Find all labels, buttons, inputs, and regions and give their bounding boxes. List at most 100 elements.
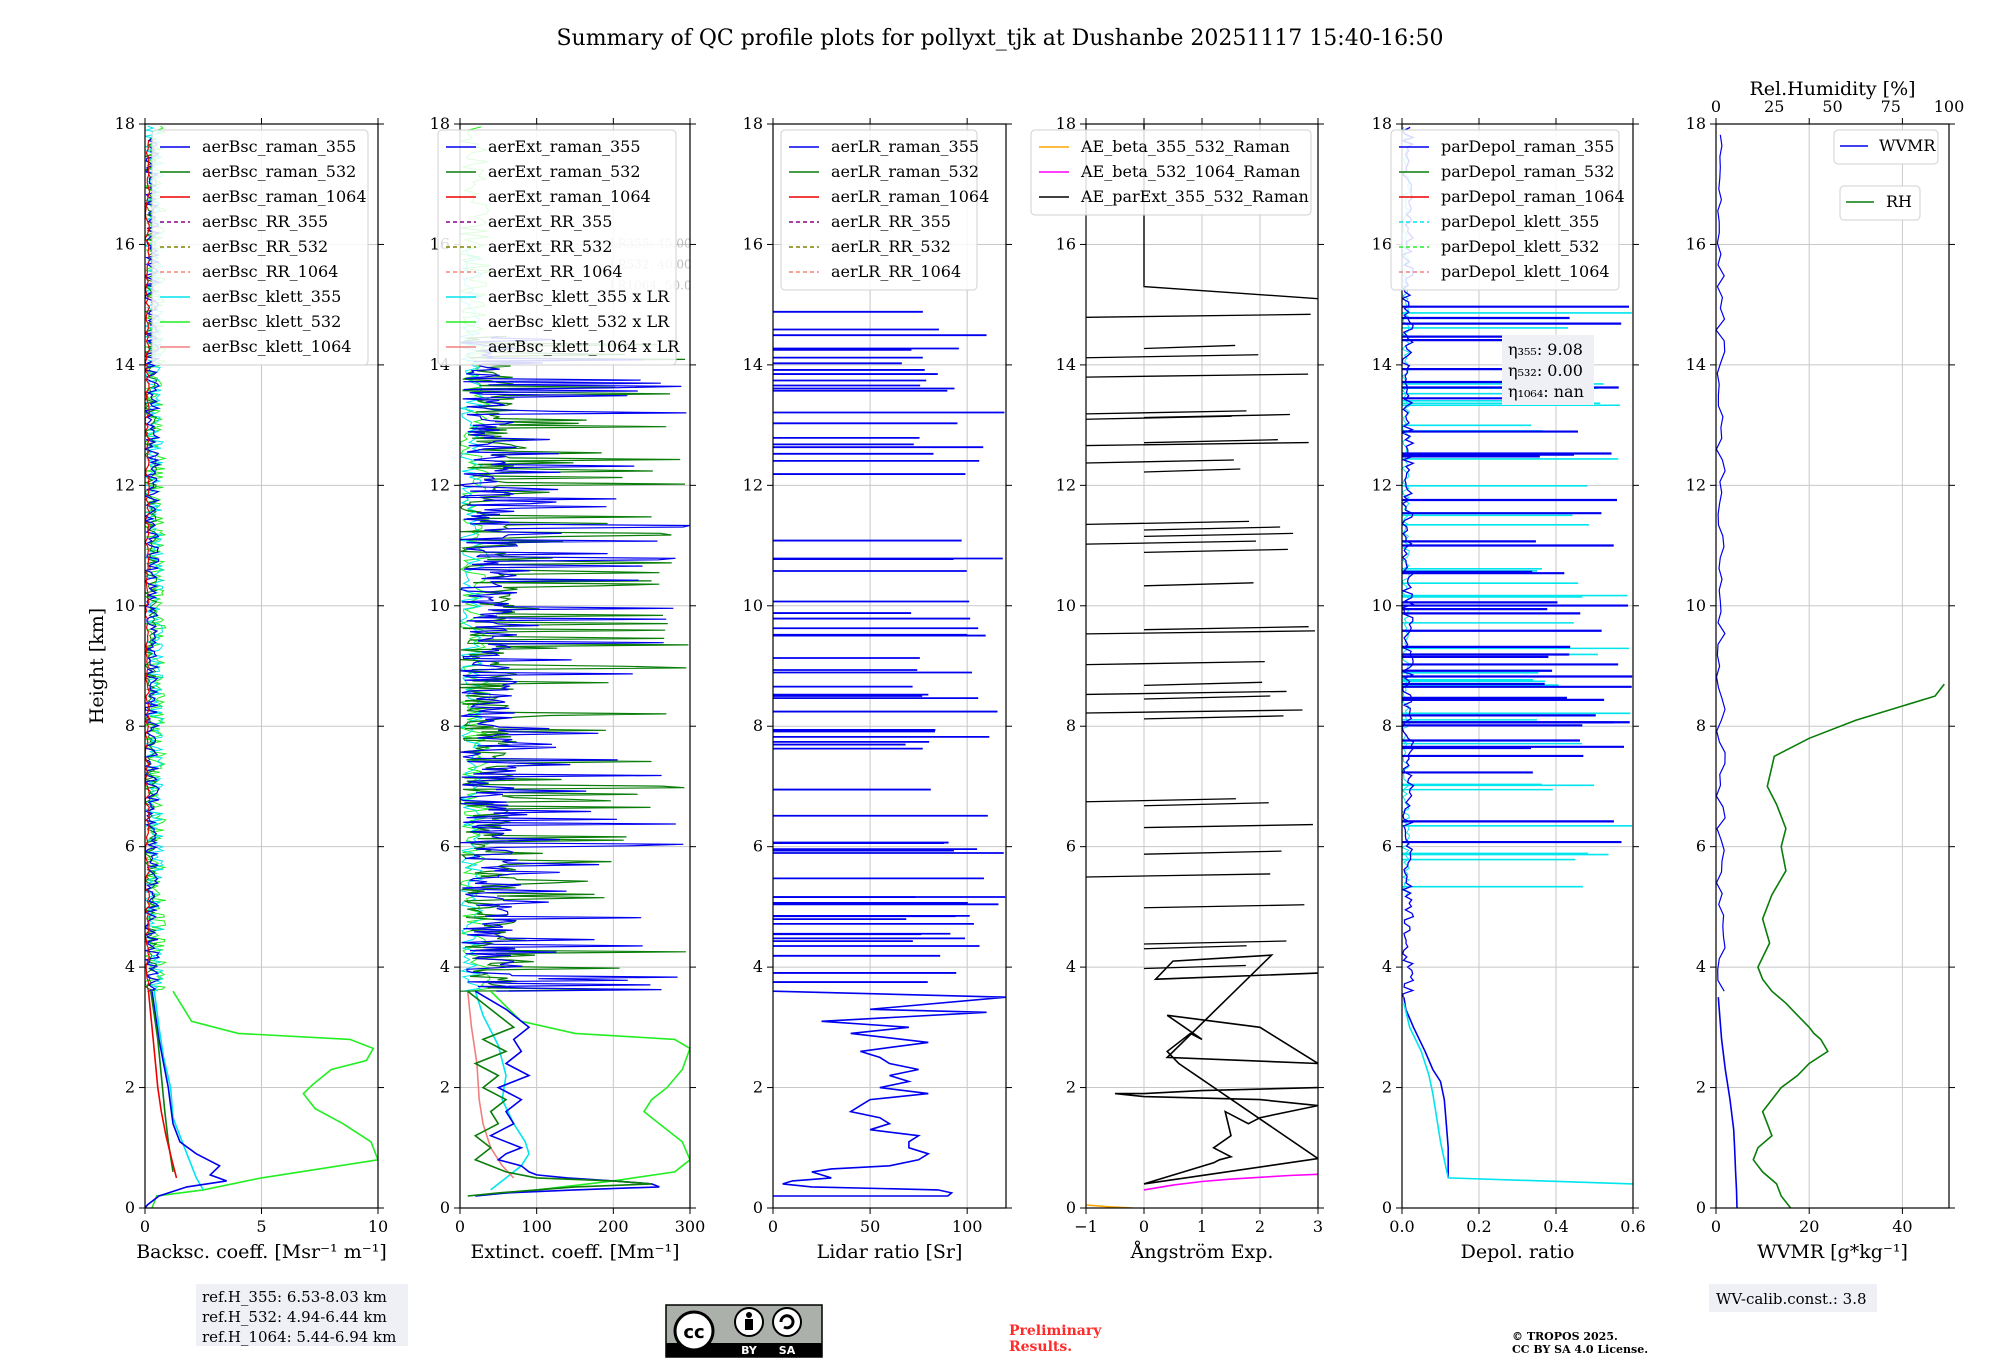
legend-label-bsc: aerBsc_klett_1064 [202,337,351,356]
y-tick-label-ae: 2 [1066,1078,1076,1097]
legend-label-depol: parDepol_raman_355 [1441,137,1614,156]
ae-noise-line [1143,532,1294,538]
x-tick-label-bsc: 10 [368,1217,388,1236]
legend-label-lr: aerLR_raman_1064 [831,187,989,206]
ae-noise-line [1143,548,1288,554]
legend-label-ae: AE_parExt_355_532_Raman [1080,187,1309,206]
preliminary-label-1: Preliminary [1009,1323,1102,1339]
x-axis-label-bsc: Backsc. coeff. [Msr⁻¹ m⁻¹] [136,1241,387,1263]
ae-noise-line [1086,520,1250,526]
y-tick-label-lr: 10 [743,596,763,615]
y-tick-label-lr: 2 [753,1078,763,1097]
y-tick-label-lr: 8 [753,716,763,735]
legend-box [1390,129,1620,291]
x-tick-label-ae: 3 [1313,1217,1323,1236]
x-tick-label-depol: 0.0 [1389,1217,1414,1236]
x-tick-label-ext: 300 [675,1217,706,1236]
y-tick-label-lr: 6 [753,837,763,856]
legend-label-ext: aerExt_raman_532 [488,162,641,181]
legend-label-lr: aerLR_RR_1064 [831,262,961,281]
y-tick-label-depol: 2 [1382,1078,1392,1097]
y-tick-label-ext: 0 [440,1198,450,1217]
y-tick-label-wv: 12 [1686,475,1706,494]
noise-wv [1716,134,1726,992]
x-tick-label-depol: 0.4 [1543,1217,1568,1236]
legend-label-rh: RH [1886,192,1912,211]
y-tick-label-bsc: 6 [125,837,135,856]
ae-noise-line [1086,660,1265,666]
legend-label-bsc: aerBsc_RR_532 [202,237,328,256]
series-aerBsc_raman_1064 [147,991,178,1179]
top-x-tick-label: 0 [1711,97,1721,116]
series-AE_beta_532_1064_Raman [1143,1173,1318,1191]
cc-icon [673,1310,715,1352]
ae-noise-line [1086,354,1259,359]
y-axis-label: Height [km] [86,608,108,724]
legend-ae: AE_beta_355_532_Raman AE_beta_532_1064_Ra… [1030,129,1312,216]
legend-label-lr: aerLR_RR_532 [831,237,951,256]
legend-label-depol: parDepol_raman_532 [1441,162,1614,181]
svg-text:cc: cc [683,1322,704,1343]
y-tick-label-bsc: 4 [125,957,135,976]
y-tick-label-ext: 12 [430,475,450,494]
x-tick-label-bsc: 5 [256,1217,266,1236]
series-aerBsc_klett_1064 x LR [466,991,515,1179]
series-WVMR [1717,997,1738,1208]
y-tick-label-ae: 6 [1066,837,1076,856]
figure-title: Summary of QC profile plots for pollyxt_… [556,26,1443,51]
cc-license-badge: cc BY SA [665,1304,823,1358]
x-tick-label-ae: 1 [1197,1217,1207,1236]
ae-noise-line [1143,582,1254,587]
y-tick-label-ae: 10 [1056,596,1076,615]
x-axis-label-ae: Ångström Exp. [1130,1241,1274,1263]
x-tick-label-ext: 100 [521,1217,552,1236]
legend-ext: aerExt_raman_355 aerExt_raman_532 aerExt_r… [437,129,680,366]
legend-label-ext: aerBsc_klett_532 x LR [488,312,670,331]
ae-noise-line [1143,850,1282,855]
x-tick-label-depol: 0.6 [1620,1217,1645,1236]
axes-frame-ext [459,123,691,1209]
x-axis-label-ext: Extinct. coeff. [Mm⁻¹] [470,1241,679,1263]
legend-depol: parDepol_raman_355 parDepol_raman_532 parD… [1390,129,1625,291]
top-x-tick-label: 100 [1934,97,1965,116]
y-tick-label-ae: 4 [1066,957,1076,976]
legend-label-ae: AE_beta_532_1064_Raman [1080,162,1300,181]
x-tick-label-ae: 2 [1255,1217,1265,1236]
legend-label-ext: aerExt_raman_355 [488,137,641,156]
ae-noise-line [1086,798,1236,803]
y-tick-label-ext: 2 [440,1078,450,1097]
ae-noise-line [1143,626,1309,631]
ae-noise-line [1086,415,1232,420]
legend-box [437,129,677,366]
legend-label-bsc: aerBsc_klett_355 [202,287,341,306]
cc-sa-label: SA [779,1344,796,1357]
panel-bsc: 0 5 10 0 2 4 6 8 10 12 14 16 18 Backsc. coeff. [Msr⁻¹… [86,114,388,1263]
series-aerExt_raman_532 [467,990,652,1197]
y-tick-label-wv: 2 [1696,1078,1706,1097]
y-tick-label-bsc: 10 [115,596,135,615]
y-tick-label-ext: 6 [440,837,450,856]
noise-ext [460,335,690,992]
y-tick-label-ae: 8 [1066,716,1076,735]
x-axis-label-depol: Depol. ratio [1461,1241,1575,1263]
y-tick-label-ext: 10 [430,596,450,615]
y-tick-label-ae: 18 [1056,114,1076,133]
legend-lr: aerLR_raman_355 aerLR_raman_532 aerLR_rama… [780,129,989,291]
copyright-line-1: © TROPOS 2025. [1512,1330,1618,1343]
y-tick-label-ae: 16 [1056,234,1076,253]
ae-noise-line [1143,802,1269,807]
ae-noise-line [1143,945,1247,950]
plot-area-wv [1716,134,1945,1208]
wv-calib-box: WV-calib.const.: 3.8 [1709,1284,1877,1312]
x-tick-label-depol: 0.2 [1466,1217,1491,1236]
legend-label-bsc: aerBsc_RR_1064 [202,262,338,281]
plot-area-depol [1402,126,1633,1185]
y-tick-label-bsc: 12 [115,475,135,494]
noise-bsc [145,125,166,992]
ae-noise-line [1086,709,1303,714]
legend-label-ext: aerBsc_klett_1064 x LR [488,337,680,356]
axes-frame-depol [1401,123,1634,1209]
ae-noise-line [1143,439,1278,444]
